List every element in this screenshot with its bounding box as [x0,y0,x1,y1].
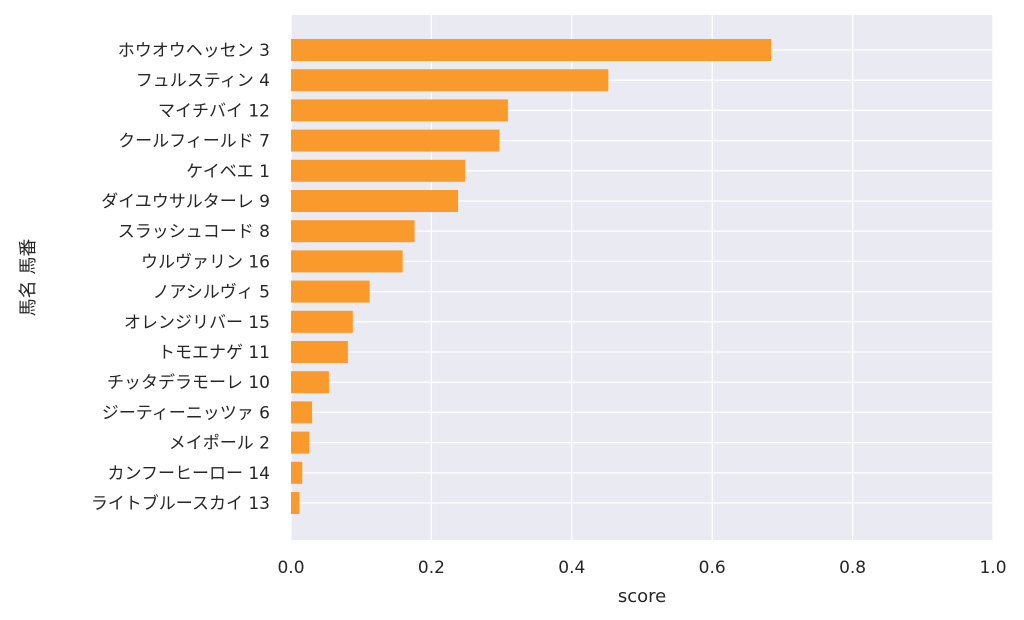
x-tick-label: 0.6 [699,558,726,578]
bar [291,190,459,212]
bar [291,159,466,182]
y-tick-label: スラッシュコード 8 [118,222,270,242]
x-tick-label: 0.0 [277,558,304,578]
y-tick-label: ホウオウヘッセン 3 [118,41,270,61]
bar [291,69,609,92]
bar [291,99,508,122]
y-tick-label: ケイベエ 1 [186,162,270,182]
bar [291,39,772,61]
y-tick-label: チッタデラモーレ 10 [107,372,270,393]
y-tick-label: カンフーヒーロー 14 [107,464,270,484]
y-tick-label: クールフィールド 7 [118,132,270,152]
bar [291,371,329,394]
x-axis-title: score [618,586,666,607]
bar [291,129,500,152]
bars [291,39,772,514]
x-tick-label: 0.2 [418,558,445,578]
y-tick-label: マイチバイ 12 [158,101,270,121]
y-tick-label: メイポール 2 [169,434,270,454]
y-tick-label: ダイユウサルターレ 9 [101,192,270,212]
x-tick-label: 0.4 [558,558,585,578]
y-tick-labels: ホウオウヘッセン 3 フュルスティン 4 マイチバイ 12 クールフィールド 7 ケイベ… [91,41,270,514]
x-tick-label: 0.8 [839,558,866,578]
y-tick-label: フュルスティン 4 [136,71,270,91]
x-tick-labels: 0.0 0.2 0.4 0.6 0.8 1.0 [277,558,1006,578]
y-axis-title: 馬名 馬番 [18,239,39,317]
bar [291,310,353,333]
bar [291,220,415,243]
bar [291,431,310,454]
y-tick-label: ノアシルヴィ 5 [152,283,270,303]
bar [291,461,303,484]
bar [291,492,300,514]
bar [291,250,403,273]
y-tick-label: オレンジリバー 15 [124,313,270,333]
y-tick-label: ライトブルースカイ 13 [91,493,270,514]
x-tick-label: 1.0 [979,558,1006,578]
bar [291,341,348,363]
plot-background [291,15,993,540]
y-tick-label: ウルヴァリン 16 [141,252,270,272]
bar [291,280,370,303]
y-tick-label: ジーティーニッツァ 6 [102,403,270,423]
y-tick-label: トモエナゲ 11 [158,343,270,363]
bar [291,401,313,424]
